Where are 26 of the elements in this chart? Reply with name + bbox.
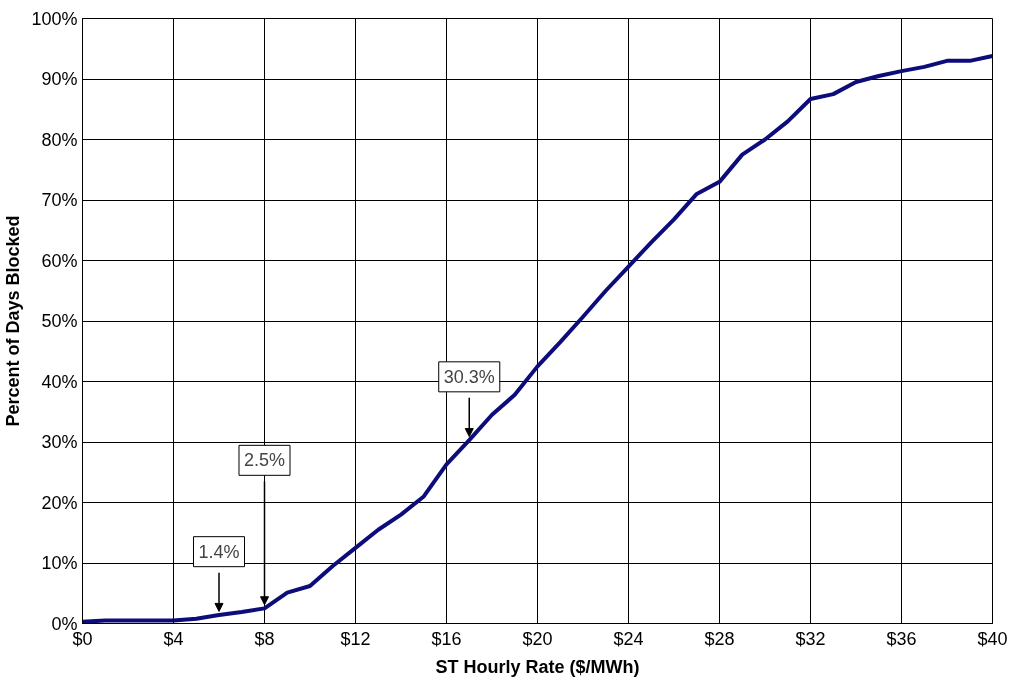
- annotation: 30.3%: [443, 366, 495, 387]
- x-tick-label: $20: [522, 628, 553, 649]
- x-tick-label: $32: [795, 628, 826, 649]
- y-tick-label: 90%: [41, 69, 78, 89]
- y-tick-label: 70%: [41, 190, 78, 210]
- y-tick-label: 100%: [31, 8, 78, 29]
- x-tick-label: $36: [886, 628, 917, 649]
- y-tick-label: 60%: [41, 250, 78, 271]
- x-tick-label: $24: [613, 628, 644, 649]
- x-tick-label: $8: [254, 628, 275, 649]
- x-tick-label: $12: [340, 628, 371, 649]
- y-axis-title: Percent of Days Blocked: [3, 215, 24, 427]
- x-tick-label: $4: [163, 628, 184, 649]
- annotation: 2.5%: [243, 450, 286, 471]
- line-series: [82, 54, 993, 624]
- y-tick-label: 10%: [41, 553, 78, 573]
- x-tick-label: $28: [704, 628, 735, 649]
- x-tick-label: $16: [431, 628, 462, 649]
- annotation: 1.4%: [198, 541, 240, 562]
- y-tick-label: 80%: [41, 129, 78, 150]
- y-tick-label: 40%: [41, 371, 78, 392]
- x-axis-title: ST Hourly Rate ($/MWh): [435, 656, 640, 677]
- y-tick-label: 30%: [41, 432, 78, 452]
- y-tick-label: 20%: [41, 492, 78, 513]
- x-tick-label: $40: [977, 628, 1008, 649]
- y-tick-label: 50%: [41, 311, 78, 331]
